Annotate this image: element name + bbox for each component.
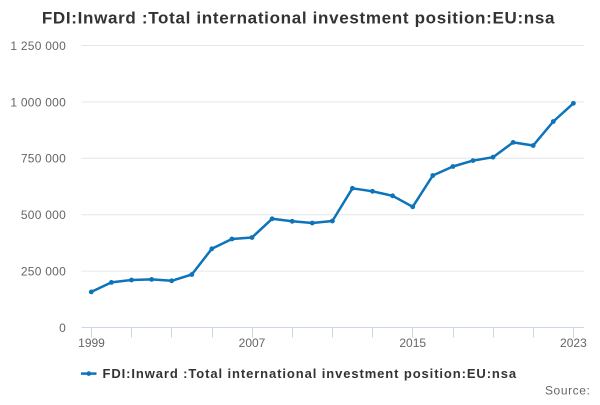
svg-text:2007: 2007 (239, 336, 266, 350)
svg-text:1999: 1999 (78, 336, 105, 350)
svg-text:2023: 2023 (560, 336, 587, 350)
svg-text:Source:: Source: (545, 384, 591, 398)
svg-text:FDI:Inward :Total internationa: FDI:Inward :Total international investme… (103, 366, 518, 381)
svg-text:250 000: 250 000 (21, 265, 66, 279)
svg-text:2015: 2015 (399, 336, 426, 350)
svg-text:0: 0 (59, 321, 66, 335)
svg-text:1 000 000: 1 000 000 (10, 95, 66, 109)
svg-text:1 250 000: 1 250 000 (10, 39, 66, 53)
svg-text:750 000: 750 000 (21, 152, 66, 166)
svg-text:500 000: 500 000 (21, 208, 66, 222)
svg-text:FDI:Inward :Total internationa: FDI:Inward :Total international investme… (42, 9, 555, 28)
